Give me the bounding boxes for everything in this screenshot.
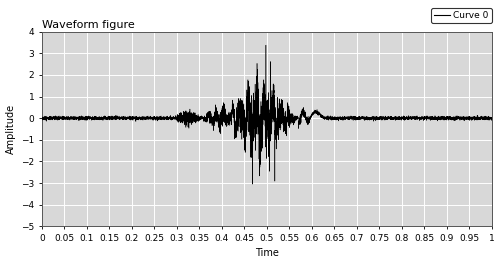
- Legend: Curve 0: Curve 0: [431, 8, 492, 23]
- X-axis label: Time: Time: [255, 248, 278, 258]
- Y-axis label: Amplitude: Amplitude: [6, 104, 16, 154]
- Text: Waveform figure: Waveform figure: [42, 20, 135, 30]
